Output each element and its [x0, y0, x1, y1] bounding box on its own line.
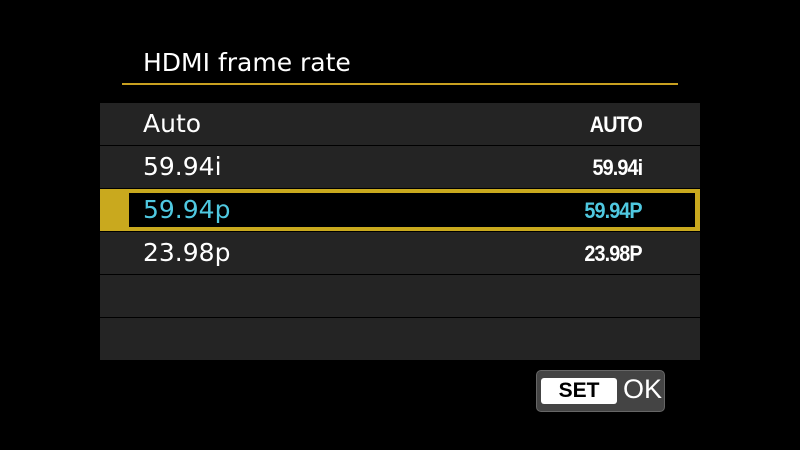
option-list: Auto AUTO 59.94i 59.94i 59.94p 59.94P 23…	[100, 103, 700, 361]
option-23-98p[interactable]: 23.98p 23.98P	[100, 232, 700, 274]
option-label: 59.94p	[143, 195, 231, 224]
menu-title: HDMI frame rate	[143, 48, 351, 77]
option-label: 59.94i	[143, 152, 222, 181]
option-59-94p-selected[interactable]: 59.94p 59.94P	[100, 189, 700, 231]
set-key-icon: SET	[541, 378, 617, 404]
set-ok-button[interactable]: SET OK	[536, 370, 665, 412]
selection-highlight	[129, 193, 695, 227]
option-auto[interactable]: Auto AUTO	[100, 103, 700, 145]
option-label: Auto	[143, 109, 202, 138]
option-value: 23.98P	[584, 241, 643, 266]
option-value: 59.94i	[592, 155, 643, 180]
option-label: 23.98p	[143, 238, 231, 267]
empty-row	[100, 318, 700, 360]
title-divider	[122, 83, 678, 85]
empty-row	[100, 275, 700, 317]
option-value: 59.94P	[584, 198, 643, 223]
option-value: AUTO	[589, 112, 643, 137]
option-59-94i[interactable]: 59.94i 59.94i	[100, 146, 700, 188]
ok-label: OK	[623, 374, 663, 404]
